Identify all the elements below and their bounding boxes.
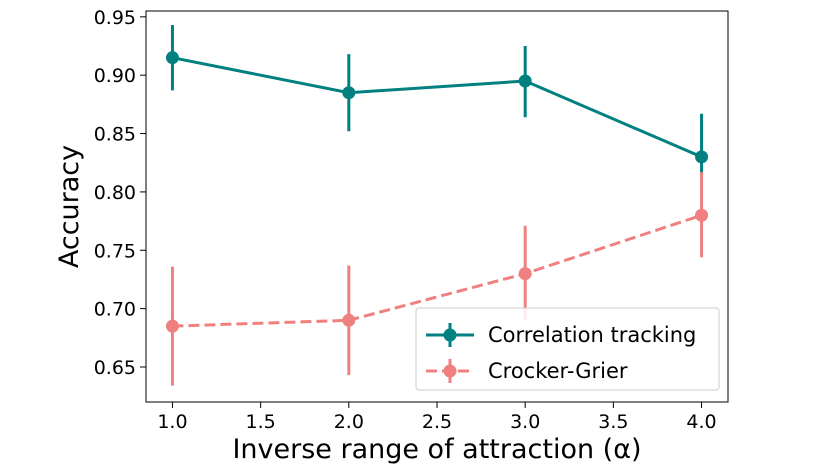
legend: Correlation tracking Crocker-Grier bbox=[415, 307, 720, 391]
x-tick-label: 2.0 bbox=[334, 411, 364, 433]
plot-layer bbox=[165, 25, 709, 386]
data-point bbox=[165, 319, 179, 333]
x-tick-label: 4.0 bbox=[686, 411, 716, 433]
x-tick-label: 2.5 bbox=[422, 411, 452, 433]
legend-label: Correlation tracking bbox=[488, 323, 696, 347]
data-point bbox=[342, 86, 356, 100]
y-tick-label: 0.85 bbox=[94, 124, 136, 146]
data-point bbox=[518, 267, 532, 281]
series-correlation-tracking bbox=[165, 25, 709, 175]
x-tick-label: 3.5 bbox=[598, 411, 628, 433]
legend-label: Crocker-Grier bbox=[488, 359, 628, 383]
x-tick-label: 3.0 bbox=[510, 411, 540, 433]
data-point bbox=[695, 150, 709, 164]
data-point bbox=[165, 51, 179, 65]
data-point bbox=[518, 74, 532, 88]
series-crocker-grier bbox=[165, 172, 709, 386]
x-axis-label: Inverse range of attraction (α) bbox=[232, 434, 641, 465]
y-tick-label: 0.75 bbox=[94, 240, 136, 262]
y-tick-label: 0.90 bbox=[94, 65, 136, 87]
y-tick-label: 0.70 bbox=[94, 299, 136, 321]
x-tick-label: 1.0 bbox=[157, 411, 187, 433]
data-point bbox=[695, 208, 709, 222]
legend-box bbox=[415, 307, 720, 391]
y-tick-label: 0.80 bbox=[94, 182, 136, 204]
y-tick-label: 0.65 bbox=[94, 357, 136, 379]
series-line bbox=[172, 213, 703, 328]
y-axis-label: Accuracy bbox=[54, 145, 85, 268]
legend-marker bbox=[443, 364, 457, 378]
series-line bbox=[172, 56, 703, 159]
x-tick-label: 1.5 bbox=[246, 411, 276, 433]
y-tick-label: 0.95 bbox=[94, 7, 136, 29]
data-point bbox=[342, 313, 356, 327]
legend-marker bbox=[443, 328, 457, 342]
tick-layer: 1.0 1.5 2.0 2.5 3.0 3.5 4.0 0.65 0.70 0.75 0.80 0.8… bbox=[94, 7, 717, 433]
